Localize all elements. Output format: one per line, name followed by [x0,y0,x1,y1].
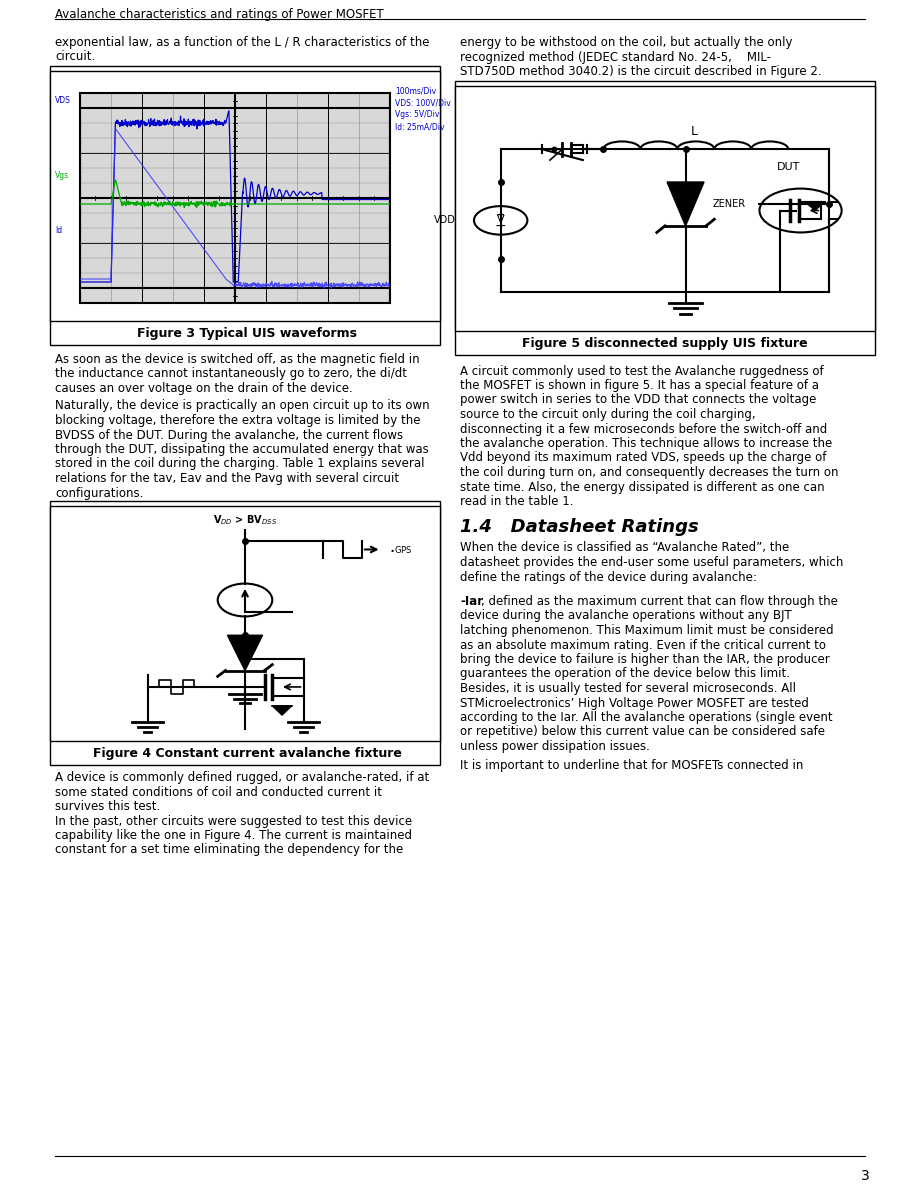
Text: state time. Also, the energy dissipated is different as one can: state time. Also, the energy dissipated … [460,480,823,493]
Text: −: − [494,219,506,233]
Text: V: V [496,216,504,225]
Text: configurations.: configurations. [55,486,143,499]
Text: Naturally, the device is practically an open circuit up to its own: Naturally, the device is practically an … [55,399,429,412]
Polygon shape [666,182,703,226]
Text: source to the circuit only during the coil charging,: source to the circuit only during the co… [460,409,754,420]
Text: 3: 3 [860,1170,869,1183]
Text: Figure 3 Typical UIS waveforms: Figure 3 Typical UIS waveforms [137,328,357,339]
Text: STD750D method 3040.2) is the circuit described in Figure 2.: STD750D method 3040.2) is the circuit de… [460,66,821,77]
Text: Figure 5 disconnected supply UIS fixture: Figure 5 disconnected supply UIS fixture [522,337,807,349]
Text: +: + [495,210,505,220]
Text: exponential law, as a function of the L / R characteristics of the: exponential law, as a function of the L … [55,36,429,49]
Bar [50,506,439,741]
Text: some stated conditions of coil and conducted current it: some stated conditions of coil and condu… [55,786,381,798]
Text: DUT: DUT [776,162,799,172]
Polygon shape [227,635,262,671]
Text: energy to be withstood on the coil, but actually the only: energy to be withstood on the coil, but … [460,36,791,49]
Text: the avalanche operation. This technique allows to increase the: the avalanche operation. This technique … [460,437,832,450]
Text: define the ratings of the device during avalanche:: define the ratings of the device during … [460,570,756,584]
Text: -Iar: -Iar [460,596,482,607]
Text: In the past, other circuits were suggested to test this device: In the past, other circuits were suggest… [55,815,412,828]
Text: or repetitive) below this current value can be considered safe: or repetitive) below this current value … [460,725,824,738]
Bar [455,86,874,330]
Polygon shape [272,706,291,715]
Text: Vdd beyond its maximum rated VDS, speeds up the charge of: Vdd beyond its maximum rated VDS, speeds… [460,451,825,464]
Text: the MOSFET is shown in figure 5. It has a special feature of a: the MOSFET is shown in figure 5. It has … [460,379,818,392]
Bar [455,81,874,355]
Text: relations for the tav, Eav and the Pavg with several circuit: relations for the tav, Eav and the Pavg … [55,472,399,485]
Text: stored in the coil during the charging. Table 1 explains several: stored in the coil during the charging. … [55,457,424,470]
Bar [50,71,439,322]
Text: A circuit commonly used to test the Avalanche ruggedness of: A circuit commonly used to test the Aval… [460,364,823,378]
Text: through the DUT, dissipating the accumulated energy that was: through the DUT, dissipating the accumul… [55,443,428,456]
Text: guarantees the operation of the device below this limit.: guarantees the operation of the device b… [460,667,789,680]
Text: Id: 25mA/Div: Id: 25mA/Div [394,121,444,131]
Text: Avalanche characteristics and ratings of Power MOSFET: Avalanche characteristics and ratings of… [55,8,383,21]
Polygon shape [804,201,824,211]
Text: 100ms/Div: 100ms/Div [394,86,436,95]
Text: capability like the one in Figure 4. The current is maintained: capability like the one in Figure 4. The… [55,829,412,842]
Text: according to the Iar. All the avalanche operations (single event: according to the Iar. All the avalanche … [460,711,832,724]
Text: VDD: VDD [433,216,455,225]
Text: BVDSS of the DUT. During the avalanche, the current flows: BVDSS of the DUT. During the avalanche, … [55,429,403,442]
Text: Besides, it is usually tested for several microseconds. All: Besides, it is usually tested for severa… [460,682,795,696]
Text: It is important to underline that for MOSFETs connected in: It is important to underline that for MO… [460,760,802,773]
Text: $\bullet$GPS: $\bullet$GPS [389,544,413,555]
Text: bring the device to failure is higher than the IAR, the producer: bring the device to failure is higher th… [460,653,829,666]
Text: circuit.: circuit. [55,50,96,63]
Text: datasheet provides the end-user some useful parameters, which: datasheet provides the end-user some use… [460,556,843,569]
Text: read in the table 1.: read in the table 1. [460,495,573,509]
Text: the inductance cannot instantaneously go to zero, the di/dt: the inductance cannot instantaneously go… [55,368,406,380]
Text: , defined as the maximum current that can flow through the: , defined as the maximum current that ca… [481,596,837,607]
Text: Figure 4 Constant current avalanche fixture: Figure 4 Constant current avalanche fixt… [93,747,402,760]
Text: Id: Id [55,226,62,235]
Text: survives this test.: survives this test. [55,800,160,813]
Text: latching phenomenon. This Maximum limit must be considered: latching phenomenon. This Maximum limit … [460,624,833,637]
Text: power switch in series to the VDD that connects the voltage: power switch in series to the VDD that c… [460,393,815,406]
Text: A device is commonly defined rugged, or avalanche-rated, if at: A device is commonly defined rugged, or … [55,771,429,784]
Text: Vgs: 5V/Div: Vgs: 5V/Div [394,110,439,119]
Text: as an absolute maximum rating. Even if the critical current to: as an absolute maximum rating. Even if t… [460,638,825,651]
Text: 1.4   Datasheet Ratings: 1.4 Datasheet Ratings [460,518,698,536]
Bar [50,501,439,765]
Text: STMicroelectronics’ High Voltage Power MOSFET are tested: STMicroelectronics’ High Voltage Power M… [460,697,808,710]
Text: VDS: VDS [55,96,71,105]
Text: VDS: 100V/Div: VDS: 100V/Div [394,98,450,107]
Text: disconnecting it a few microseconds before the switch-off and: disconnecting it a few microseconds befo… [460,423,826,436]
Bar [50,66,439,345]
Text: recognized method (JEDEC standard No. 24-5,    MIL-: recognized method (JEDEC standard No. 24… [460,50,770,63]
Text: As soon as the device is switched off, as the magnetic field in: As soon as the device is switched off, a… [55,353,419,366]
Text: Vgs: Vgs [55,172,69,180]
Text: the coil during turn on, and consequently decreases the turn on: the coil during turn on, and consequentl… [460,466,837,479]
Text: ZENER: ZENER [711,199,744,208]
Text: constant for a set time eliminating the dependency for the: constant for a set time eliminating the … [55,843,403,856]
Text: causes an over voltage on the drain of the device.: causes an over voltage on the drain of t… [55,382,352,395]
Text: When the device is classified as “Avalanche Rated”, the: When the device is classified as “Avalan… [460,542,789,555]
Text: unless power dissipation issues.: unless power dissipation issues. [460,740,649,753]
Text: V$_{DD}$ > BV$_{DSS}$: V$_{DD}$ > BV$_{DSS}$ [212,513,277,526]
Text: device during the avalanche operations without any BJT: device during the avalanche operations w… [460,610,791,623]
Text: blocking voltage, therefore the extra voltage is limited by the: blocking voltage, therefore the extra vo… [55,414,420,428]
Text: L: L [689,125,697,138]
